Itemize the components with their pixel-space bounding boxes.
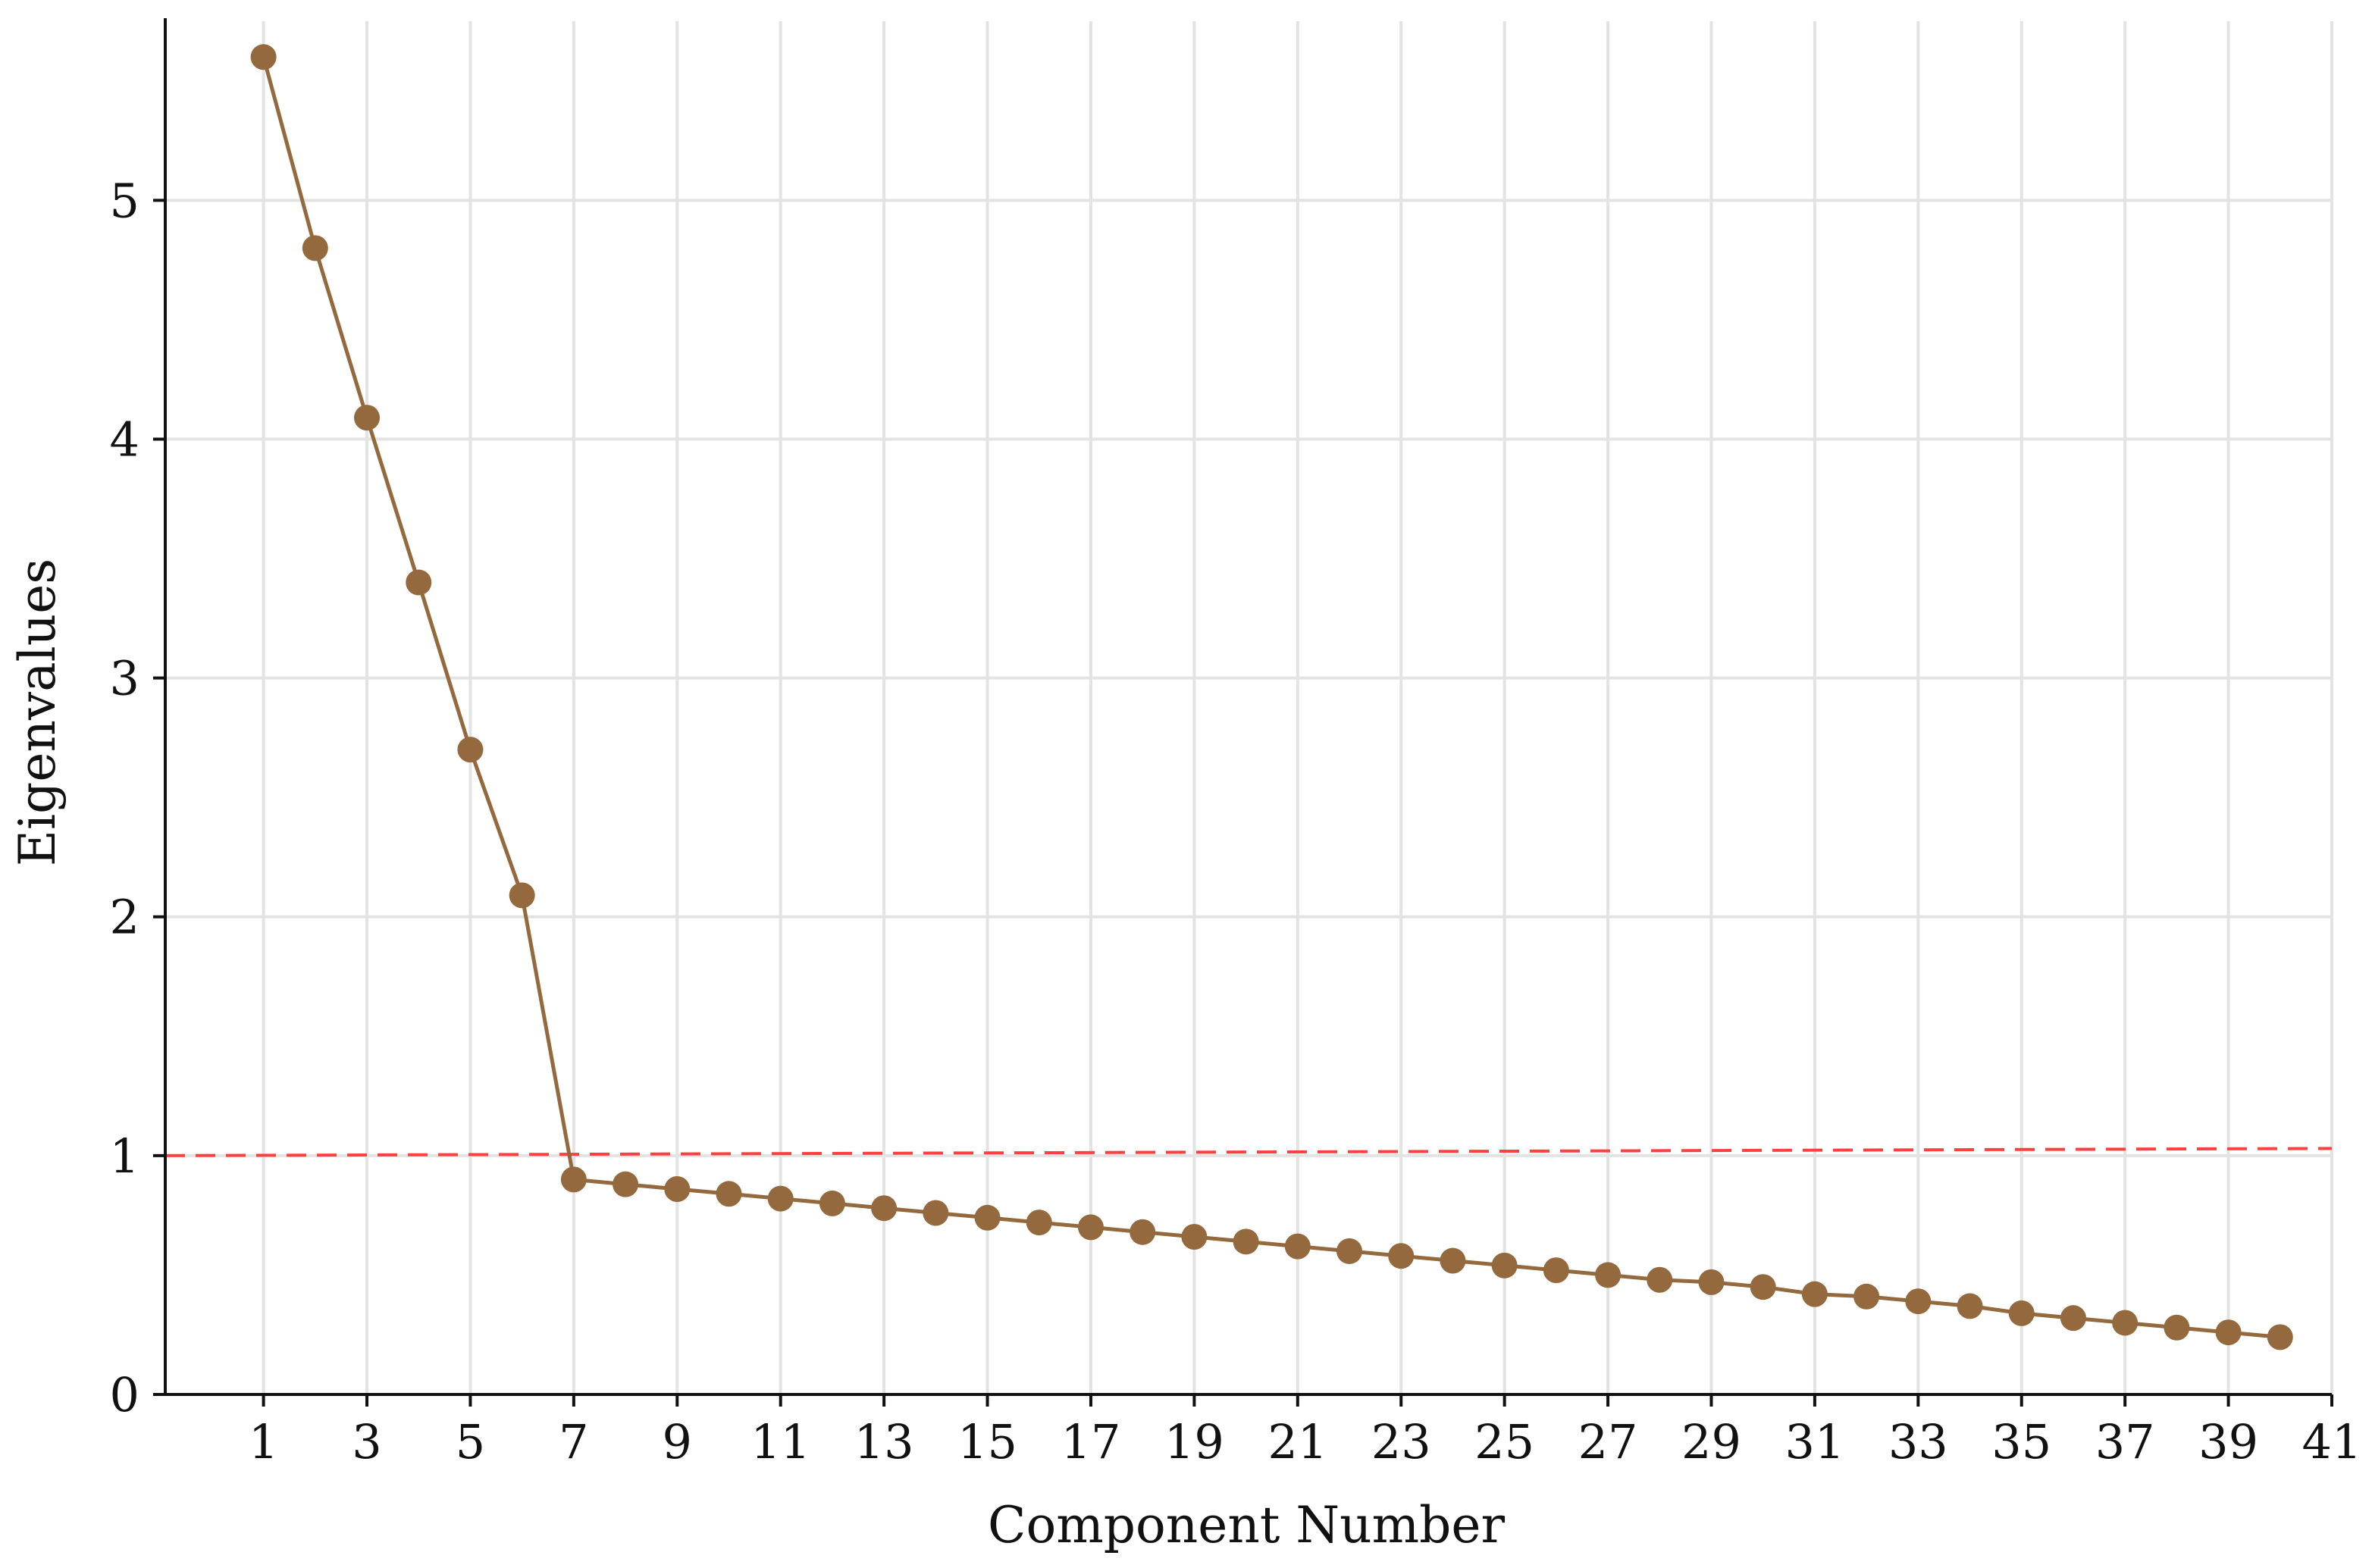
data-point: [1284, 1233, 1311, 1260]
data-point: [923, 1200, 949, 1226]
series-line: [262, 56, 2281, 1339]
y-axis-title: Eigenvalues: [8, 559, 67, 866]
data-point: [1698, 1269, 1725, 1295]
data-point: [716, 1181, 742, 1207]
x-tick-label: 17: [1061, 1414, 1121, 1469]
x-tick-label: 27: [1578, 1414, 1638, 1469]
y-tick-label: 0: [110, 1367, 139, 1422]
x-tick-label: 35: [1991, 1414, 2051, 1469]
data-point: [250, 44, 277, 70]
data-point: [1750, 1274, 1776, 1300]
x-tick-label: 21: [1267, 1414, 1327, 1469]
data-point: [1491, 1252, 1518, 1278]
data-point: [819, 1190, 845, 1216]
x-tick-label: 1: [249, 1414, 278, 1469]
data-point: [2164, 1314, 2190, 1341]
data-point: [406, 569, 432, 596]
y-tick-label: 2: [110, 890, 139, 945]
data-point: [1801, 1281, 1828, 1307]
x-tick-label: 13: [854, 1414, 914, 1469]
y-tick-label: 3: [110, 651, 139, 706]
data-point: [2267, 1324, 2293, 1350]
data-point: [1440, 1247, 1466, 1274]
data-point: [1077, 1214, 1104, 1241]
x-tick-label: 3: [352, 1414, 381, 1469]
x-tick-label: 23: [1371, 1414, 1431, 1469]
y-tick-label: 1: [110, 1128, 139, 1184]
x-tick-label: 9: [663, 1414, 692, 1469]
x-tick-label: 11: [750, 1414, 810, 1469]
x-tick-label: 15: [957, 1414, 1017, 1469]
data-point: [354, 405, 381, 431]
data-point: [1595, 1262, 1622, 1288]
x-tick-label: 41: [2302, 1414, 2362, 1469]
data-point: [457, 737, 484, 763]
data-point: [560, 1166, 587, 1193]
data-point: [509, 882, 535, 909]
x-tick-label: 7: [559, 1414, 588, 1469]
eigenvalue-series: [250, 44, 2293, 1350]
data-point: [1388, 1243, 1415, 1269]
x-tick-label: 39: [2198, 1414, 2258, 1469]
data-point: [664, 1175, 691, 1202]
data-point: [1543, 1257, 1569, 1284]
y-tick-label: 5: [110, 173, 139, 228]
x-tick-label: 25: [1474, 1414, 1534, 1469]
data-point: [2112, 1310, 2139, 1336]
data-point: [1647, 1266, 1673, 1293]
x-axis-title: Component Number: [988, 1496, 1506, 1554]
data-point: [1957, 1293, 1983, 1319]
data-point: [767, 1185, 794, 1212]
data-point: [1026, 1210, 1052, 1236]
x-tick-label: 5: [456, 1414, 485, 1469]
tick-labels: 1 3 5 7 9 11 13 15 17 19 21 23 25 27 29 31 33 35 37 39 41012…: [110, 173, 2362, 1469]
data-point: [1181, 1224, 1208, 1250]
grid-lines: [165, 21, 2333, 1396]
data-point: [2060, 1305, 2086, 1332]
data-point: [2215, 1319, 2242, 1346]
x-tick-label: 19: [1164, 1414, 1224, 1469]
data-point: [1233, 1228, 1259, 1255]
data-point: [613, 1171, 639, 1197]
data-point: [302, 235, 328, 261]
data-point: [1336, 1238, 1363, 1264]
y-tick-label: 4: [110, 412, 139, 467]
reference-line: [165, 1147, 2333, 1157]
data-point: [2008, 1300, 2035, 1326]
data-point: [1853, 1283, 1880, 1310]
data-point: [871, 1195, 898, 1222]
axes: [153, 18, 2333, 1407]
reference-line-group: [165, 1147, 2333, 1157]
x-tick-label: 29: [1681, 1414, 1741, 1469]
x-tick-label: 31: [1784, 1414, 1844, 1469]
x-tick-label: 33: [1888, 1414, 1948, 1469]
data-point: [974, 1204, 1001, 1231]
x-tick-label: 37: [2095, 1414, 2155, 1469]
data-point: [1130, 1219, 1156, 1245]
data-point: [1905, 1288, 1932, 1315]
